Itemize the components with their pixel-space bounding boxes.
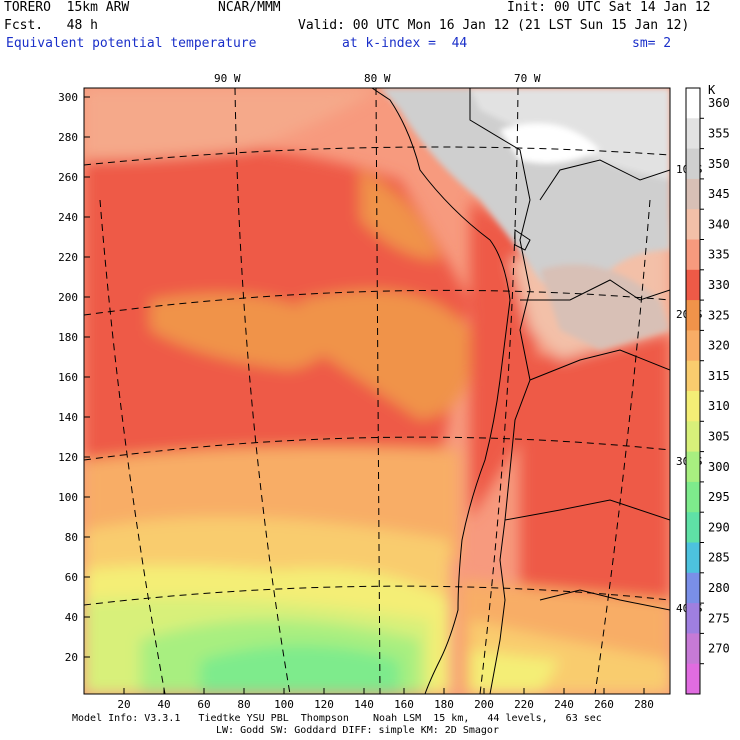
lon-label: 90 W [214,72,241,85]
y-tick-label: 100 [58,491,78,504]
smoothing-info: sm= 2 [632,36,672,51]
level-info: at k-index = 44 [342,36,468,51]
x-tick-label: 220 [514,698,534,711]
x-tick-label: 60 [197,698,210,711]
colorbar-swatch [686,209,700,240]
x-tick-label: 20 [117,698,130,711]
x-tick-label: 100 [274,698,294,711]
colorbar-label: 290 [708,520,730,534]
colorbar-swatch [686,603,700,634]
equivalent-potential-temperature-field [84,88,670,694]
lon-label: 80 W [364,72,391,85]
x-tick-label: 160 [394,698,414,711]
y-tick-label: 300 [58,91,78,104]
colorbar-label: 300 [708,460,730,474]
colorbar-label: 270 [708,642,730,656]
y-tick-label: 240 [58,211,78,224]
colorbar-swatch [686,481,700,513]
colorbar-unit: K [708,83,716,97]
colorbar-swatch [686,451,700,483]
colorbar-label: 335 [708,248,730,262]
colorbar-label: 285 [708,551,730,565]
x-tick-label: 80 [237,698,250,711]
colorbar-label: 315 [708,369,730,383]
colorbar-label: 305 [708,429,730,443]
colorbar-swatch [686,178,700,210]
colorbar-label: 325 [708,308,730,322]
y-tick-label: 200 [58,291,78,304]
colorbar-label: 295 [708,490,730,504]
colorbar-swatch [686,269,700,301]
organization: NCAR/MMM [218,0,281,15]
colorbar-swatch [686,300,700,331]
model-name: TORERO 15km ARW [4,0,130,15]
x-tick-label: 120 [314,698,334,711]
y-tick-label: 260 [58,171,78,184]
colorbar-swatch [686,663,700,695]
model-info: Model Info: V3.3.1 Tiedtke YSU PBL Thomp… [72,713,602,724]
x-tick-label: 40 [157,698,170,711]
colorbar-swatch [686,88,700,119]
y-tick-label: 60 [65,571,78,584]
x-tick-label: 260 [594,698,614,711]
colorbar-swatch [686,360,700,392]
colorbar-swatch [686,572,700,604]
colorbar-label: 310 [708,399,730,413]
y-tick-label: 180 [58,331,78,344]
colorbar-swatch [686,542,700,574]
colorbar-swatch [686,148,700,180]
y-tick-label: 120 [58,451,78,464]
y-tick-label: 140 [58,411,78,424]
y-tick-label: 220 [58,251,78,264]
graticule [84,88,670,694]
colorbar-swatch [686,421,700,453]
colorbar-swatch [686,118,700,150]
colorbar-label: 330 [708,278,730,292]
y-tick-label: 160 [58,371,78,384]
colorbar-swatch [686,391,700,422]
colorbar-swatch [686,633,700,665]
y-tick-label: 20 [65,651,78,664]
coastline [371,88,670,694]
x-tick-label: 280 [634,698,654,711]
colorbar-swatch [686,330,700,362]
x-tick-label: 200 [474,698,494,711]
axis-ticks [84,96,645,694]
colorbar-label: 360 [708,96,730,110]
x-tick-label: 140 [354,698,374,711]
lon-label: 70 W [514,72,541,85]
x-tick-label: 180 [434,698,454,711]
colorbar-label: 280 [708,581,730,595]
forecast-hour: Fcst. 48 h [4,18,98,33]
colorbar-swatch [686,239,700,271]
physics-info: LW: Godd SW: Goddard DIFF: simple KM: 2D… [216,725,499,736]
colorbar-label: 320 [708,339,730,353]
colorbar-label: 345 [708,187,730,201]
valid-time: Valid: 00 UTC Mon 16 Jan 12 (21 LST Sun … [298,18,690,33]
map-frame [83,87,671,695]
field-name: Equivalent potential temperature [6,36,257,51]
y-tick-label: 280 [58,131,78,144]
init-time: Init: 00 UTC Sat 14 Jan 12 [507,0,711,15]
colorbar-label: 355 [708,126,730,140]
y-tick-label: 80 [65,531,78,544]
colorbar-swatch [686,512,700,543]
y-tick-label: 40 [65,611,78,624]
x-tick-label: 240 [554,698,574,711]
colorbar-label: 275 [708,611,730,625]
colorbar-label: 350 [708,157,730,171]
colorbar-label: 340 [708,217,730,231]
